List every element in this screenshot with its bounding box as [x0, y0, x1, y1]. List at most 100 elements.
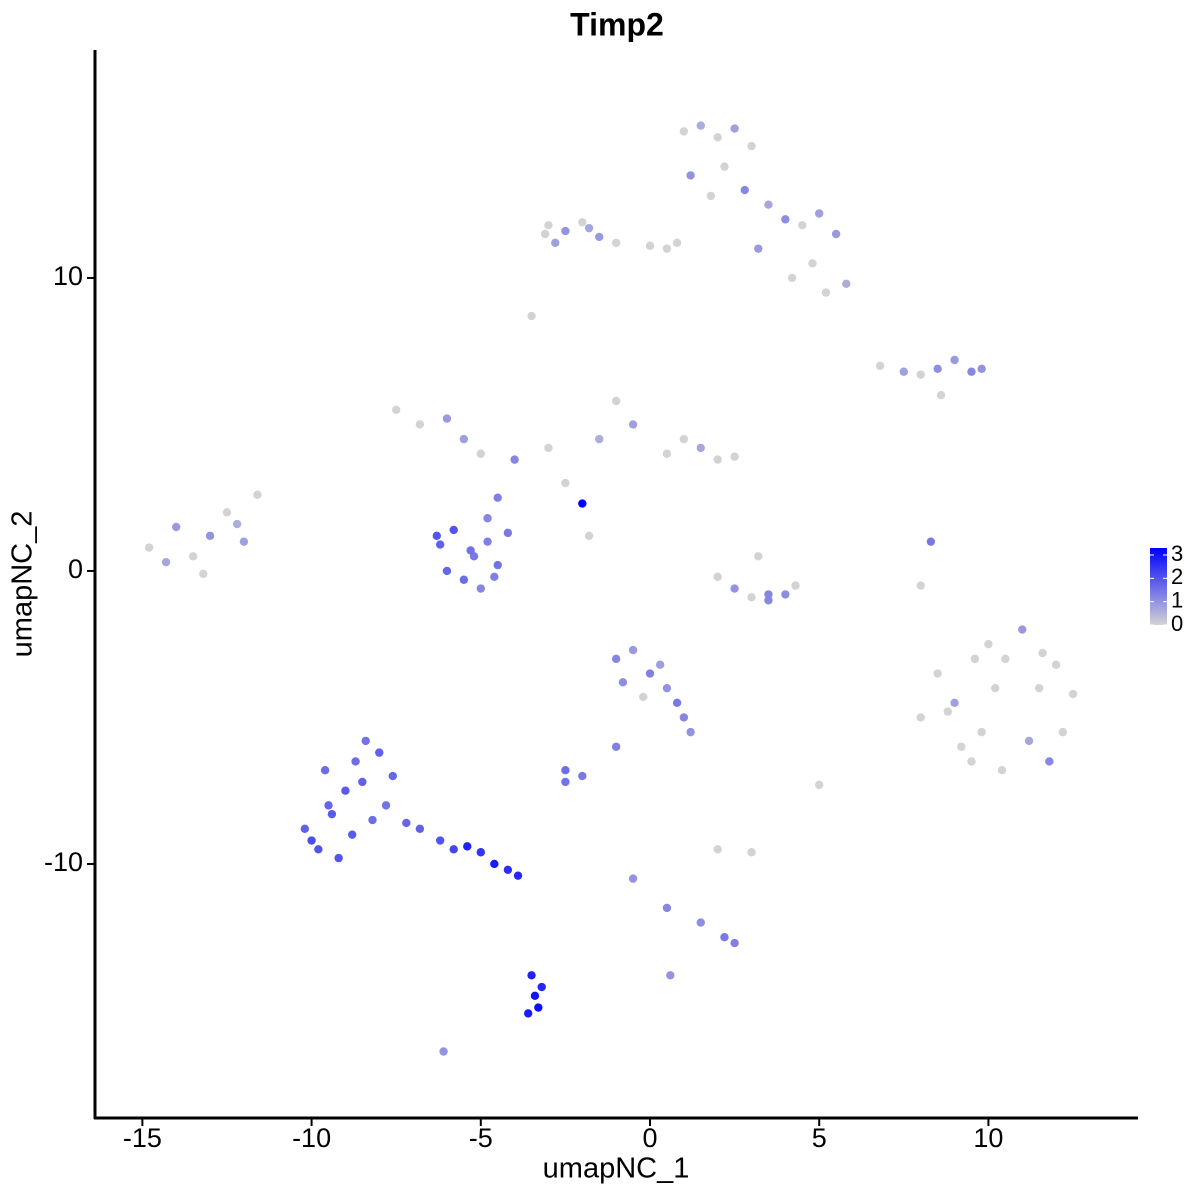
- point: [466, 546, 475, 555]
- point: [730, 938, 739, 948]
- point: [645, 241, 655, 250]
- point: [686, 171, 695, 180]
- point: [595, 232, 604, 242]
- point: [821, 288, 831, 297]
- point: [351, 757, 360, 766]
- point: [503, 865, 513, 875]
- point: [720, 162, 729, 171]
- point: [611, 238, 621, 247]
- point: [551, 238, 560, 247]
- point: [199, 569, 208, 579]
- point: [662, 683, 672, 693]
- point: [320, 766, 330, 775]
- point: [368, 815, 377, 825]
- point: [933, 364, 942, 373]
- point: [672, 698, 682, 708]
- point: [696, 918, 705, 927]
- point: [1045, 757, 1054, 766]
- point: [662, 449, 672, 458]
- point: [144, 543, 154, 552]
- point: [666, 971, 675, 980]
- point: [493, 560, 502, 570]
- point: [970, 654, 980, 664]
- point: [815, 209, 824, 218]
- x-tick-label: -15: [123, 1123, 162, 1153]
- point: [798, 221, 807, 230]
- point: [1038, 648, 1047, 658]
- point: [831, 229, 841, 239]
- point: [875, 361, 885, 371]
- point: [611, 396, 621, 406]
- point: [977, 727, 986, 737]
- point: [957, 742, 966, 751]
- point: [754, 244, 763, 253]
- point: [314, 845, 323, 854]
- colorbar-label: 1: [1171, 587, 1183, 612]
- x-tick-label: 5: [812, 1123, 827, 1153]
- point: [747, 848, 756, 857]
- point: [578, 499, 587, 508]
- point: [540, 229, 550, 239]
- colorbar: [1150, 548, 1167, 625]
- point: [402, 818, 411, 828]
- point: [950, 698, 959, 708]
- point: [686, 727, 695, 737]
- chart-title: Timp2: [570, 6, 664, 42]
- point: [584, 531, 594, 541]
- point: [300, 824, 310, 834]
- point: [361, 736, 370, 746]
- point: [936, 390, 946, 400]
- point: [537, 982, 546, 992]
- point: [679, 434, 689, 444]
- point: [439, 1047, 448, 1056]
- point: [561, 478, 570, 488]
- point: [205, 531, 215, 541]
- point: [493, 493, 502, 502]
- x-tick-label: 10: [973, 1123, 1003, 1153]
- y-axis-title: umapNC_2: [7, 511, 39, 658]
- point: [696, 443, 705, 453]
- point: [808, 259, 817, 268]
- point: [578, 218, 587, 227]
- point: [611, 742, 621, 751]
- point: [781, 590, 790, 599]
- point: [459, 434, 469, 444]
- point: [730, 584, 739, 593]
- point: [327, 809, 337, 819]
- point: [916, 581, 925, 590]
- point: [764, 596, 773, 605]
- x-tick-label: -10: [292, 1123, 331, 1153]
- point: [459, 575, 469, 584]
- point: [679, 127, 689, 136]
- point: [253, 490, 262, 499]
- point: [561, 766, 570, 775]
- point: [561, 226, 570, 236]
- point: [435, 836, 445, 845]
- point: [595, 434, 604, 444]
- point: [943, 707, 953, 716]
- colorbar-label: 3: [1171, 541, 1183, 566]
- y-tick-label: -10: [44, 847, 83, 877]
- point: [933, 669, 942, 678]
- x-axis-title: umapNC_1: [543, 1153, 690, 1185]
- point: [523, 1009, 533, 1018]
- colorbar-label: 0: [1171, 611, 1183, 636]
- point: [415, 420, 425, 429]
- point: [534, 1003, 543, 1012]
- x-tick-label: 0: [642, 1123, 657, 1153]
- point: [611, 654, 621, 664]
- point: [639, 692, 648, 702]
- point: [483, 514, 492, 523]
- point: [435, 540, 445, 549]
- point: [740, 185, 749, 195]
- point: [449, 525, 458, 535]
- point: [628, 420, 638, 429]
- point: [239, 537, 249, 546]
- point: [544, 443, 553, 453]
- point: [483, 537, 492, 546]
- point: [172, 522, 181, 532]
- point: [747, 141, 756, 151]
- point: [232, 519, 242, 529]
- point: [513, 871, 523, 880]
